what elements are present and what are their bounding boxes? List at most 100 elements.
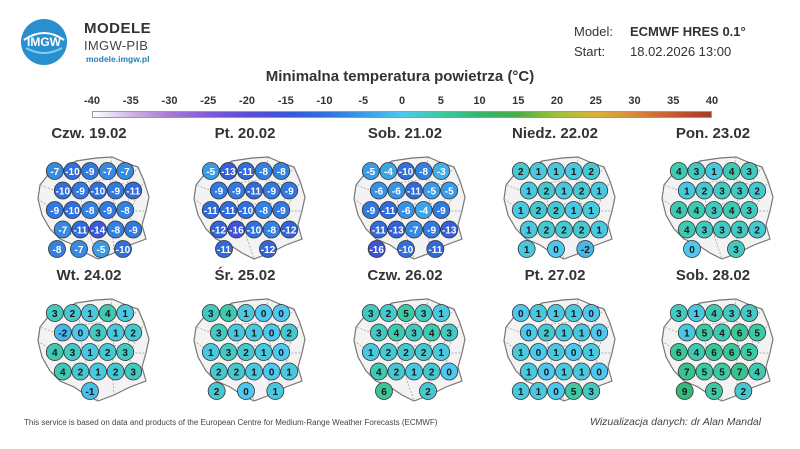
station-temp-value: 1 xyxy=(536,167,542,178)
station-marker xyxy=(92,240,110,258)
station-marker xyxy=(272,201,291,219)
station-marker xyxy=(748,362,767,381)
station-marker xyxy=(572,323,591,342)
station-temp-value: 3 xyxy=(746,309,752,320)
station-temp-value: -11 xyxy=(372,225,386,236)
station-temp-value: 2 xyxy=(429,367,435,378)
station-temp-value: -8 xyxy=(86,206,95,217)
station-temp-value: 1 xyxy=(536,387,542,398)
station-marker xyxy=(201,162,220,180)
scale-tick-label: 25 xyxy=(589,95,602,107)
station-marker xyxy=(81,382,99,400)
station-marker xyxy=(63,304,82,322)
station-temp-value: 1 xyxy=(518,387,524,398)
station-marker xyxy=(722,201,741,219)
station-marker xyxy=(245,362,263,381)
station-marker xyxy=(405,362,423,381)
station-temp-value: 2 xyxy=(536,206,542,217)
station-marker xyxy=(237,382,255,400)
station-marker xyxy=(748,220,767,239)
station-marker xyxy=(53,181,72,200)
station-marker xyxy=(677,323,696,342)
station-temp-value: 3 xyxy=(737,186,743,197)
station-marker xyxy=(89,220,107,239)
station-temp-value: -11 xyxy=(126,186,140,197)
station-marker xyxy=(71,323,90,342)
station-temp-value: 1 xyxy=(87,309,93,320)
station-temp-value: 2 xyxy=(403,348,409,359)
station-temp-value: 3 xyxy=(226,348,232,359)
station-marker xyxy=(201,304,220,322)
station-temp-value: 1 xyxy=(273,387,279,398)
station-temp-value: -9 xyxy=(267,186,276,197)
station-marker xyxy=(713,220,731,239)
forecast-panel: Czw. 26.02 3 2 5 3 1 3 4 3 4 3 1 2 2 2 1 4 2 1 2 0 6 2 xyxy=(330,267,480,409)
station-temp-value: -10 xyxy=(399,167,414,178)
station-temp-value: 1 xyxy=(234,328,240,339)
station-marker xyxy=(369,181,388,200)
station-marker xyxy=(537,220,556,239)
station-marker xyxy=(280,323,299,342)
start-value: 18.02.2026 13:00 xyxy=(630,44,732,59)
station-temp-value: 2 xyxy=(518,167,524,178)
station-marker xyxy=(529,382,548,400)
station-marker xyxy=(695,323,714,342)
station-temp-value: 4 xyxy=(429,328,435,339)
station-marker xyxy=(722,343,741,361)
station-temp-value: 0 xyxy=(689,245,695,256)
station-marker xyxy=(705,343,723,361)
station-marker xyxy=(529,304,548,322)
station-temp-value: -5 xyxy=(445,186,454,197)
station-temp-value: 0 xyxy=(571,348,577,359)
station-temp-value: -9 xyxy=(103,206,112,217)
station-temp-value: 2 xyxy=(243,348,249,359)
panel-date-label: Pt. 20.02 xyxy=(214,125,276,142)
station-temp-value: 1 xyxy=(571,206,577,217)
station-marker xyxy=(124,362,143,381)
poland-map: 3 4 1 0 03 1 1 0 21 3 2 1 02 2 1 0 12 0 1 xyxy=(193,298,306,402)
station-temp-value: 3 xyxy=(588,387,594,398)
station-temp-value: 0 xyxy=(261,309,267,320)
station-temp-value: 5 xyxy=(702,328,708,339)
station-temp-value: -10 xyxy=(247,225,262,236)
station-marker xyxy=(106,181,125,200)
station-marker xyxy=(361,304,380,322)
station-marker xyxy=(227,220,246,239)
panel-date-label: Wt. 24.02 xyxy=(56,267,122,284)
station-temp-value: 0 xyxy=(596,328,602,339)
station-temp-value: 1 xyxy=(243,309,249,320)
station-marker xyxy=(722,304,741,322)
station-temp-value: 3 xyxy=(376,328,382,339)
station-temp-value: 4 xyxy=(60,367,66,378)
station-marker xyxy=(209,323,228,342)
station-temp-value: 3 xyxy=(746,167,752,178)
station-temp-value: 1 xyxy=(694,309,700,320)
station-marker xyxy=(582,201,601,219)
station-marker xyxy=(254,343,273,361)
brand-url-link[interactable]: modele.imgw.pl xyxy=(86,54,150,64)
station-temp-value: -8 xyxy=(121,206,130,217)
station-temp-value: -14 xyxy=(91,225,106,236)
station-temp-value: -1 xyxy=(86,387,95,398)
station-temp-value: -11 xyxy=(381,206,395,217)
station-marker xyxy=(379,162,398,180)
station-temp-value: 1 xyxy=(561,367,567,378)
station-temp-value: -11 xyxy=(407,186,421,197)
station-marker xyxy=(387,220,406,239)
station-temp-value: -9 xyxy=(437,206,446,217)
station-temp-value: -8 xyxy=(267,225,276,236)
station-marker xyxy=(405,323,423,342)
station-temp-value: -10 xyxy=(399,245,414,256)
station-marker xyxy=(375,382,393,400)
scale-tick-label: 20 xyxy=(550,95,564,107)
station-temp-value: 2 xyxy=(216,367,222,378)
panel-date-label: Pon. 23.02 xyxy=(675,125,751,142)
station-temp-value: 1 xyxy=(526,367,532,378)
station-temp-value: 4 xyxy=(676,206,682,217)
station-temp-value: 5 xyxy=(746,348,752,359)
station-temp-value: 7 xyxy=(737,367,743,378)
poland-map: -5 -4 -10 -8 -3-6 -6 -11 -5 -5-9 -11 -6 -4 -9-11 -13-… xyxy=(353,156,466,260)
station-temp-value: -7 xyxy=(410,225,419,236)
station-temp-value: 9 xyxy=(682,387,688,398)
station-marker xyxy=(414,304,433,322)
